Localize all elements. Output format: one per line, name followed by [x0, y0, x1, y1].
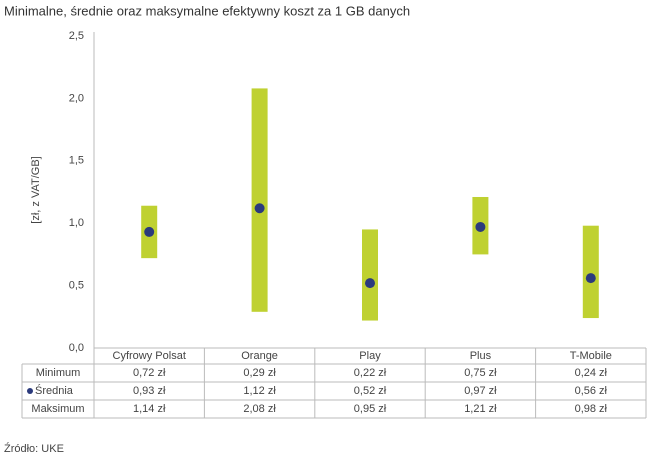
row-header: Średnia: [35, 384, 74, 397]
mean-dot: [365, 278, 375, 289]
y-tick-label: 2,5: [69, 30, 84, 42]
range-bar: [362, 229, 378, 321]
table-cell: 1,14 zł: [133, 403, 166, 415]
y-tick-label: 1,0: [69, 217, 84, 229]
range-bar: [582, 225, 599, 319]
table-cell: 0,72 zł: [133, 367, 166, 379]
x-tick-label: T-Mobile: [570, 350, 612, 362]
table-cell: 1,21 zł: [464, 403, 497, 415]
mean-dot: [585, 273, 596, 284]
mean-dot: [254, 203, 265, 214]
table-cell: 0,29 zł: [243, 367, 276, 379]
mean-dot: [475, 221, 486, 232]
table-cell: 0,56 zł: [575, 385, 608, 397]
table-cell: 2,08 zł: [243, 403, 276, 415]
y-tick-label: 0,0: [69, 342, 84, 354]
table-cell: 0,98 zł: [575, 403, 608, 415]
y-tick-label: 1,5: [69, 155, 84, 167]
chart-title: Minimalne, średnie oraz maksymalne efekt…: [4, 3, 410, 18]
mean-dot: [144, 226, 155, 237]
table-cell: 0,97 zł: [464, 385, 497, 397]
table-cell: 0,24 zł: [575, 367, 608, 379]
y-axis-label: [zł, z VAT/GB]: [30, 156, 42, 223]
source: Źródło: UKE: [4, 442, 64, 455]
y-tick-label: 0,5: [69, 280, 84, 292]
range-bar: [251, 88, 268, 312]
table-cell: 0,93 zł: [133, 385, 166, 397]
table-cell: 1,12 zł: [243, 385, 276, 397]
table-cell: 0,95 zł: [354, 403, 387, 415]
y-tick-label: 2,0: [69, 92, 84, 104]
table-cell: 0,75 zł: [464, 367, 497, 379]
x-tick-label: Play: [359, 350, 381, 362]
x-tick-label: Cyfrowy Polsat: [113, 350, 186, 362]
legend-marker: [27, 388, 33, 394]
row-header: Maksimum: [31, 403, 84, 415]
table-cell: 0,52 zł: [354, 385, 387, 397]
x-tick-label: Orange: [241, 350, 278, 362]
table-cell: 0,22 zł: [354, 367, 387, 379]
row-header: Minimum: [36, 367, 81, 379]
x-tick-label: Plus: [470, 350, 492, 362]
